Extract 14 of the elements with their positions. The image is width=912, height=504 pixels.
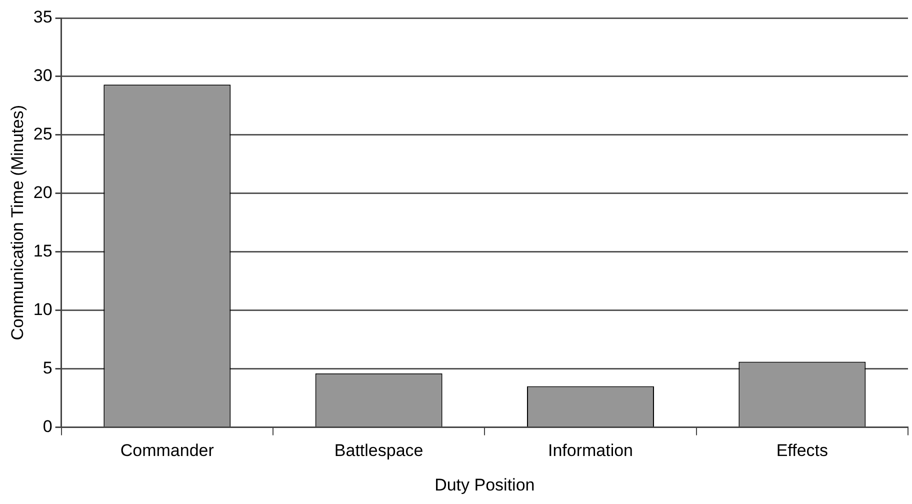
y-tick-label: 5 [42, 358, 52, 378]
y-tick-label: 30 [33, 66, 52, 86]
x-tick-label: Effects [776, 441, 828, 460]
y-tick-label: 20 [33, 183, 52, 202]
y-tick-label: 10 [33, 300, 52, 319]
y-tick-label: 15 [33, 242, 52, 261]
y-tick-label: 25 [33, 124, 52, 144]
x-tick-label: Commander [120, 441, 214, 460]
x-tick-label: Battlespace [334, 441, 424, 460]
y-tick-label: 35 [33, 8, 52, 27]
y-axis-title: Communication Time (Minutes) [8, 104, 27, 340]
x-axis-title: Duty Position [434, 475, 535, 494]
y-tick-label: 0 [42, 416, 52, 436]
x-tick-label: Information [548, 441, 634, 460]
